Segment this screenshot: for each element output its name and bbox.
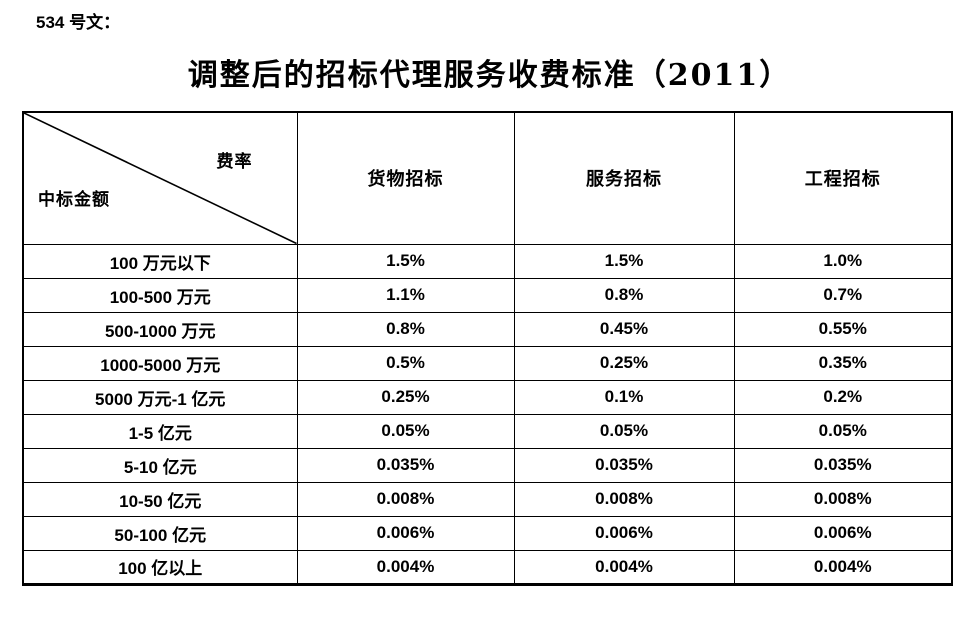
- table-row: 100 亿以上 0.004% 0.004% 0.004%: [22, 549, 953, 586]
- rate-cell: 0.25%: [513, 345, 735, 381]
- rate-cell: 0.006%: [513, 515, 735, 551]
- rate-cell: 0.004%: [296, 549, 515, 586]
- table-row: 500-1000 万元 0.8% 0.45% 0.55%: [22, 311, 953, 347]
- rate-cell: 0.035%: [296, 447, 515, 483]
- rate-cell: 1.1%: [296, 277, 515, 313]
- rate-cell: 0.25%: [296, 379, 515, 415]
- rate-cell: 1.0%: [733, 243, 953, 279]
- table-row: 100 万元以下 1.5% 1.5% 1.0%: [22, 243, 953, 279]
- row-label: 5-10 亿元: [22, 447, 298, 483]
- fee-rate-table: 费率 中标金额 货物招标 服务招标 工程招标 100 万元以下 1.5% 1.5…: [22, 111, 953, 586]
- rate-cell: 0.05%: [513, 413, 735, 449]
- column-header-engineering: 工程招标: [733, 111, 953, 245]
- rate-cell: 0.008%: [513, 481, 735, 517]
- rate-cell: 0.5%: [296, 345, 515, 381]
- rate-cell: 1.5%: [296, 243, 515, 279]
- rate-cell: 0.8%: [296, 311, 515, 347]
- row-label: 100 万元以下: [22, 243, 298, 279]
- rate-cell: 0.006%: [296, 515, 515, 551]
- table-row: 5000 万元-1 亿元 0.25% 0.1% 0.2%: [22, 379, 953, 415]
- page-title: 调整后的招标代理服务收费标准（2011）: [187, 58, 792, 93]
- table-row: 5-10 亿元 0.035% 0.035% 0.035%: [22, 447, 953, 483]
- rate-cell: 0.7%: [733, 277, 953, 313]
- row-label: 1-5 亿元: [22, 413, 298, 449]
- diagonal-divider-line: [24, 113, 297, 244]
- row-label: 100-500 万元: [22, 277, 298, 313]
- table-header-row: 费率 中标金额 货物招标 服务招标 工程招标: [22, 111, 953, 245]
- table-row: 1000-5000 万元 0.5% 0.25% 0.35%: [22, 345, 953, 381]
- column-header-services: 服务招标: [513, 111, 735, 245]
- table-row: 100-500 万元 1.1% 0.8% 0.7%: [22, 277, 953, 313]
- rate-cell: 1.5%: [513, 243, 735, 279]
- rate-cell: 0.05%: [296, 413, 515, 449]
- rate-cell: 0.008%: [296, 481, 515, 517]
- table-row: 50-100 亿元 0.006% 0.006% 0.006%: [22, 515, 953, 551]
- row-label: 100 亿以上: [22, 549, 298, 586]
- column-header-goods: 货物招标: [296, 111, 515, 245]
- rate-cell: 0.035%: [733, 447, 953, 483]
- corner-label-amount: 中标金额: [38, 190, 110, 210]
- table-corner-cell: 费率 中标金额: [22, 111, 298, 245]
- doc-ref-label: 534 号文：: [36, 13, 121, 32]
- rate-cell: 0.45%: [513, 311, 735, 347]
- rate-cell: 0.035%: [513, 447, 735, 483]
- rate-cell: 0.006%: [733, 515, 953, 551]
- corner-label-rate: 费率: [216, 152, 253, 172]
- rate-cell: 0.05%: [733, 413, 953, 449]
- rate-cell: 0.1%: [513, 379, 735, 415]
- row-label: 10-50 亿元: [22, 481, 298, 517]
- table-row: 10-50 亿元 0.008% 0.008% 0.008%: [22, 481, 953, 517]
- rate-cell: 0.55%: [733, 311, 953, 347]
- row-label: 5000 万元-1 亿元: [22, 379, 298, 415]
- rate-cell: 0.004%: [513, 549, 735, 586]
- table-row: 1-5 亿元 0.05% 0.05% 0.05%: [22, 413, 953, 449]
- rate-cell: 0.2%: [733, 379, 953, 415]
- row-label: 1000-5000 万元: [22, 345, 298, 381]
- rate-cell: 0.008%: [733, 481, 953, 517]
- rate-cell: 0.35%: [733, 345, 953, 381]
- rate-cell: 0.004%: [733, 549, 953, 586]
- rate-cell: 0.8%: [513, 277, 735, 313]
- row-label: 500-1000 万元: [22, 311, 298, 347]
- row-label: 50-100 亿元: [22, 515, 298, 551]
